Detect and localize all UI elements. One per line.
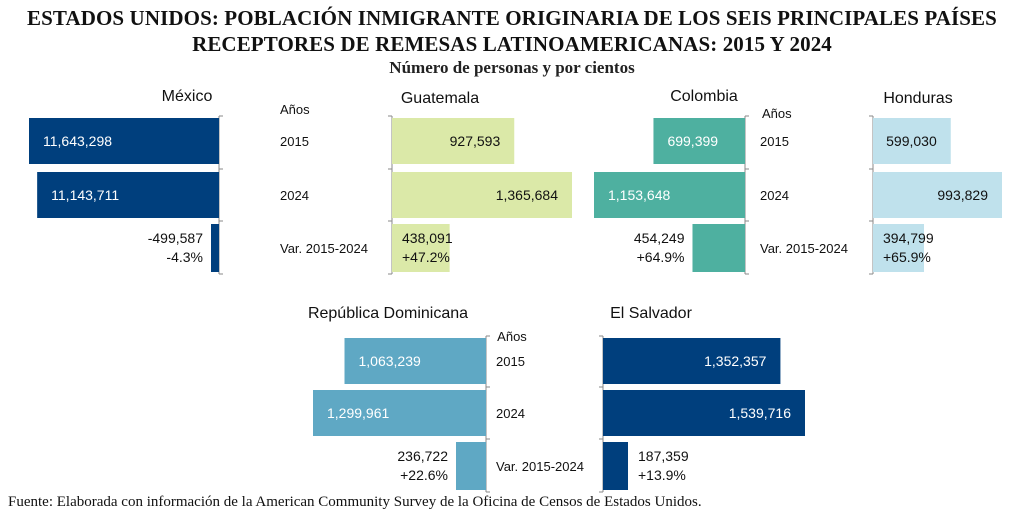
guatemala-value-label: 927,593 (450, 133, 501, 149)
colombia-variation-label: 454,249 (634, 230, 685, 246)
mexico-bar (29, 118, 219, 164)
republica-dominicana-bar (344, 338, 486, 384)
colombia-years-label: Años (762, 106, 792, 121)
honduras-bar (873, 118, 951, 164)
republica-dominicana-years-label: Años (497, 329, 527, 344)
mexico-value-label: 11,143,711 (51, 187, 119, 203)
mexico-years-label: Años (280, 102, 310, 117)
mexico-panel-title: México (162, 88, 213, 105)
source-note: Fuente: Elaborada con información de la … (8, 494, 702, 510)
el-salvador-value-label: 1,539,716 (729, 405, 791, 421)
colombia-category-label: Var. 2015-2024 (760, 241, 848, 256)
republica-dominicana-category-label: Var. 2015-2024 (496, 459, 584, 474)
guatemala-value-label: 1,365,684 (496, 187, 558, 203)
mexico-variation-pct-label: -4.3% (166, 249, 203, 265)
republica-dominicana-bar (313, 390, 486, 436)
colombia-value-label: 1,153,648 (608, 187, 670, 203)
guatemala-bar (392, 172, 572, 218)
colombia-bar (692, 224, 745, 272)
mexico-variation-label: -499,587 (148, 230, 203, 246)
guatemala-bar (392, 224, 450, 272)
chart-subtitle: Número de personas y por cientos (389, 58, 635, 77)
mexico-category-label: 2024 (280, 188, 309, 203)
mexico-bar (37, 172, 219, 218)
honduras-value-label: 993,829 (937, 187, 988, 203)
colombia-bar (594, 172, 745, 218)
mexico-category-label: Var. 2015-2024 (280, 241, 368, 256)
colombia-variation-pct-label: +64.9% (637, 249, 685, 265)
el-salvador-panel-title: El Salvador (610, 305, 692, 322)
mexico-category-label: 2015 (280, 134, 309, 149)
honduras-bar (873, 172, 1002, 218)
el-salvador-value-label: 1,352,357 (704, 353, 766, 369)
colombia-category-label: 2024 (760, 188, 789, 203)
republica-dominicana-variation-label: 236,722 (397, 448, 448, 464)
colombia-bar (653, 118, 745, 164)
colombia-category-label: 2015 (760, 134, 789, 149)
guatemala-panel-title: Guatemala (401, 90, 479, 107)
el-salvador-bar (603, 390, 805, 436)
colombia-value-label: 699,399 (667, 133, 718, 149)
republica-dominicana-value-label: 1,063,239 (359, 353, 421, 369)
guatemala-bar (392, 118, 515, 164)
mexico-value-label: 11,643,298 (43, 133, 112, 149)
chart-title-line-2: RECEPTORES DE REMESAS LATINOAMERICANAS: … (192, 32, 832, 56)
mexico-bar (211, 224, 219, 272)
honduras-panel-title: Honduras (883, 90, 952, 107)
republica-dominicana-bar (455, 442, 486, 490)
republica-dominicana-value-label: 1,299,961 (327, 405, 389, 421)
guatemala-variation-pct-label: +47.2% (402, 249, 450, 265)
el-salvador-bar (603, 442, 629, 490)
guatemala-variation-label: 438,091 (402, 230, 453, 246)
el-salvador-variation-pct-label: +13.9% (638, 467, 686, 483)
honduras-bar (873, 224, 925, 272)
republica-dominicana-panel-title: República Dominicana (308, 305, 468, 322)
republica-dominicana-category-label: 2024 (496, 406, 525, 421)
honduras-variation-pct-label: +65.9% (883, 249, 931, 265)
honduras-variation-label: 394,799 (883, 230, 934, 246)
honduras-value-label: 599,030 (886, 133, 937, 149)
colombia-panel-title: Colombia (670, 88, 738, 105)
el-salvador-bar (603, 338, 781, 384)
chart-title-line-1: ESTADOS UNIDOS: POBLACIÓN INMIGRANTE ORI… (27, 6, 997, 30)
republica-dominicana-variation-pct-label: +22.6% (400, 467, 448, 483)
republica-dominicana-category-label: 2015 (496, 354, 525, 369)
el-salvador-variation-label: 187,359 (638, 448, 689, 464)
